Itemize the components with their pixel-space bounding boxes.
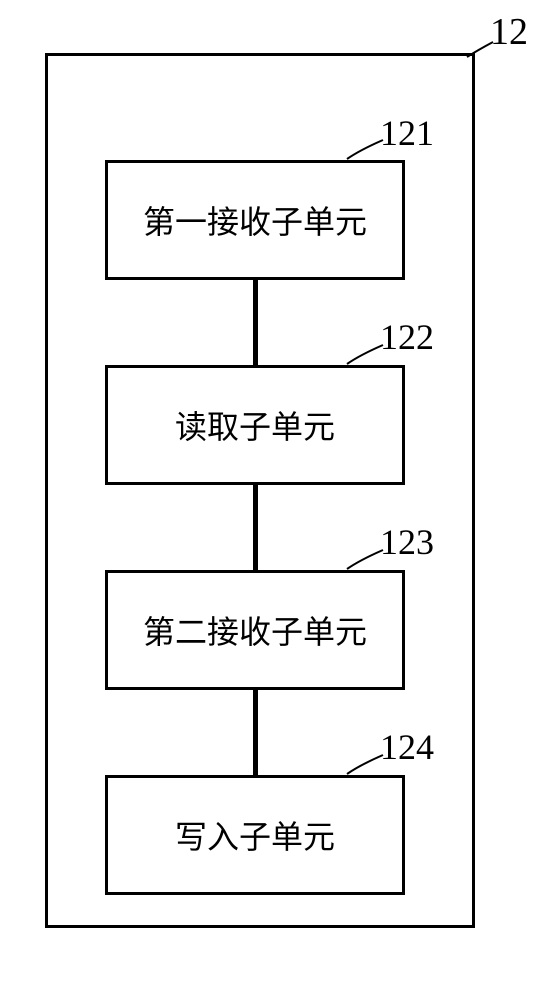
flowchart-diagram: 12 121 第一接收子单元 122 读取子单元 123 第二接收子单元 124: [0, 0, 555, 1000]
node4-label: 写入子单元: [175, 812, 335, 858]
node4: 写入子单元: [105, 775, 405, 895]
